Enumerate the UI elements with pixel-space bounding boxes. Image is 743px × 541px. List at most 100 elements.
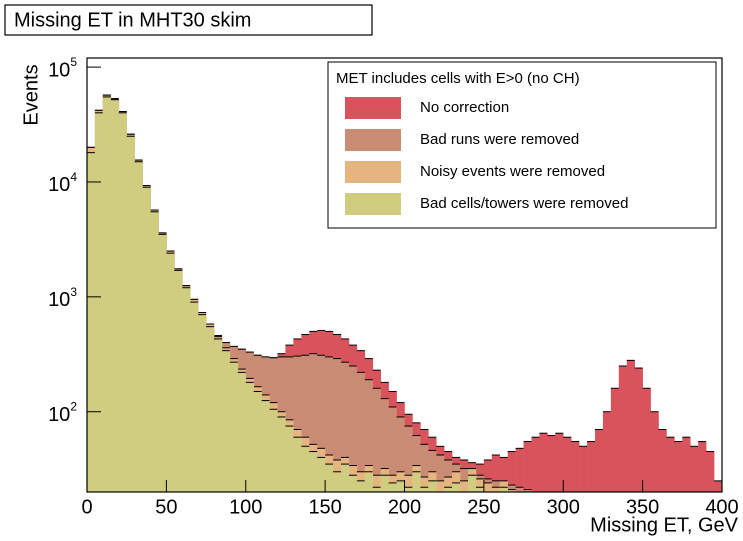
bar	[348, 365, 358, 492]
bar	[626, 360, 635, 492]
bar	[404, 487, 413, 492]
x-tick-label: 250	[467, 496, 500, 518]
legend-swatch	[345, 97, 401, 119]
bar	[341, 362, 350, 492]
bar	[563, 437, 572, 492]
bar	[698, 441, 707, 492]
bar	[364, 379, 374, 492]
bar	[468, 475, 477, 492]
legend-title: MET includes cells with E>0 (no CH)	[336, 70, 580, 87]
bar	[206, 326, 215, 492]
bar	[483, 459, 493, 492]
bar	[221, 350, 231, 492]
bar	[650, 411, 659, 492]
x-tick-label: 0	[81, 496, 92, 518]
x-axis-label: Missing ET, GeV	[590, 514, 738, 536]
bar	[174, 270, 183, 492]
bar	[110, 99, 120, 492]
bar	[420, 487, 429, 492]
bar	[325, 464, 334, 492]
bar	[301, 446, 310, 492]
bar	[507, 489, 516, 492]
bar	[595, 429, 604, 492]
bar	[420, 477, 429, 492]
legend-label: No correction	[420, 99, 509, 116]
bar	[87, 152, 96, 492]
bar	[515, 448, 524, 492]
bar	[261, 400, 270, 492]
bar	[237, 372, 247, 492]
legend-label: Bad cells/towers were removed	[420, 195, 628, 212]
bar	[475, 478, 485, 492]
bar	[372, 487, 381, 492]
bar	[507, 451, 516, 492]
bar	[317, 355, 326, 492]
bar	[285, 426, 294, 492]
bar	[229, 362, 239, 492]
bar	[404, 426, 413, 492]
bar	[531, 437, 540, 492]
bar	[356, 480, 366, 492]
legend-swatch	[345, 193, 401, 215]
bar	[118, 112, 127, 492]
bar	[491, 454, 501, 492]
bar	[396, 480, 405, 492]
bar	[333, 471, 342, 492]
bar	[523, 489, 532, 492]
x-tick-label: 100	[229, 496, 262, 518]
bar	[666, 437, 675, 492]
bar	[412, 471, 421, 492]
bar	[166, 253, 175, 492]
bar	[674, 441, 683, 492]
bar	[309, 451, 318, 492]
bar	[102, 96, 112, 492]
bar	[499, 480, 508, 492]
bar	[134, 161, 143, 492]
bar	[475, 487, 485, 492]
bar	[507, 485, 516, 492]
legend-label: Bad runs were removed	[420, 131, 579, 148]
series	[87, 96, 508, 492]
bar	[460, 480, 469, 492]
bar	[690, 446, 699, 492]
bar	[610, 388, 620, 492]
bar	[602, 411, 612, 492]
x-tick-label: 50	[155, 496, 177, 518]
bar	[348, 475, 358, 492]
bar	[333, 358, 342, 492]
bar	[460, 468, 469, 492]
bar	[269, 409, 278, 492]
bar	[317, 457, 326, 492]
bar	[182, 287, 191, 492]
bar	[253, 391, 262, 492]
bar	[198, 314, 207, 492]
bar	[388, 406, 397, 492]
bar	[293, 356, 302, 492]
bar	[325, 356, 334, 492]
bar	[190, 302, 199, 492]
bar	[396, 416, 405, 492]
bar	[452, 482, 461, 492]
bar	[372, 388, 381, 492]
bar	[380, 475, 389, 492]
bar	[277, 416, 286, 492]
bar	[428, 450, 437, 492]
histograms	[87, 94, 722, 492]
bar	[539, 433, 548, 492]
x-tick-label: 400	[705, 496, 738, 518]
y-axis-label: Events	[20, 64, 42, 125]
x-tick-label: 350	[626, 496, 659, 518]
bar	[142, 187, 151, 492]
bar	[245, 382, 254, 492]
legend-label: Noisy events were removed	[420, 163, 605, 180]
x-tick-label: 300	[547, 496, 580, 518]
chart-title: Missing ET in MHT30 skim	[14, 9, 251, 31]
title-box	[4, 4, 373, 36]
bar	[452, 471, 461, 492]
bar	[483, 482, 493, 492]
bar	[293, 437, 302, 492]
x-tick-label: 150	[308, 496, 341, 518]
bar	[309, 353, 318, 492]
bar	[682, 437, 691, 492]
bar	[499, 487, 508, 492]
